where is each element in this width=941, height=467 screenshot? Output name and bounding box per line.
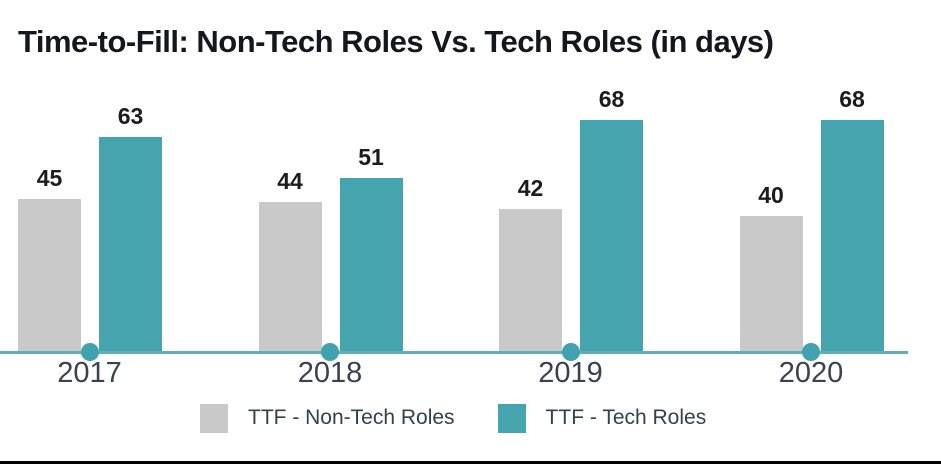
bar-value-label: 44 bbox=[277, 168, 303, 195]
bar-tech bbox=[580, 119, 643, 353]
axis-dot bbox=[802, 343, 820, 361]
legend-swatch-tech bbox=[497, 403, 526, 433]
bar-value-label: 45 bbox=[36, 164, 63, 191]
bar-value-label: 51 bbox=[358, 144, 384, 171]
x-axis-label: 2019 bbox=[538, 357, 603, 389]
x-axis-label: 2017 bbox=[57, 357, 122, 389]
bar-value-label: 40 bbox=[758, 181, 784, 208]
x-axis-label: 2020 bbox=[778, 357, 844, 389]
x-axis-label: 2018 bbox=[297, 357, 363, 389]
chart-title: Time-to-Fill: Non-Tech Roles Vs. Tech Ro… bbox=[18, 24, 774, 59]
legend-label-non-tech: TTF - Non-Tech Roles bbox=[248, 406, 455, 429]
axis-dot bbox=[80, 343, 99, 361]
axis-dot bbox=[321, 343, 339, 361]
bar-value-label: 63 bbox=[117, 102, 144, 129]
bar-non-tech bbox=[18, 198, 81, 353]
axis-dot bbox=[561, 343, 580, 361]
bar-tech bbox=[339, 178, 403, 353]
bar-value-label: 68 bbox=[598, 85, 625, 112]
legend-label-tech: TTF - Tech Roles bbox=[545, 406, 707, 429]
bar-non-tech bbox=[739, 215, 803, 353]
legend-item-tech: TTF - Tech Roles bbox=[497, 403, 707, 433]
bar-value-label: 42 bbox=[517, 174, 544, 201]
bar-non-tech bbox=[499, 208, 562, 353]
legend-swatch-non-tech bbox=[200, 403, 228, 433]
x-axis-line bbox=[0, 351, 908, 354]
legend: TTF - Non-Tech Roles TTF - Tech Roles bbox=[200, 403, 706, 433]
bar-tech bbox=[99, 136, 162, 353]
bottom-border-line bbox=[0, 461, 941, 464]
legend-item-non-tech: TTF - Non-Tech Roles bbox=[200, 403, 455, 433]
bar-non-tech bbox=[258, 202, 322, 353]
bar-value-label: 68 bbox=[839, 85, 865, 112]
bar-tech bbox=[820, 119, 884, 353]
